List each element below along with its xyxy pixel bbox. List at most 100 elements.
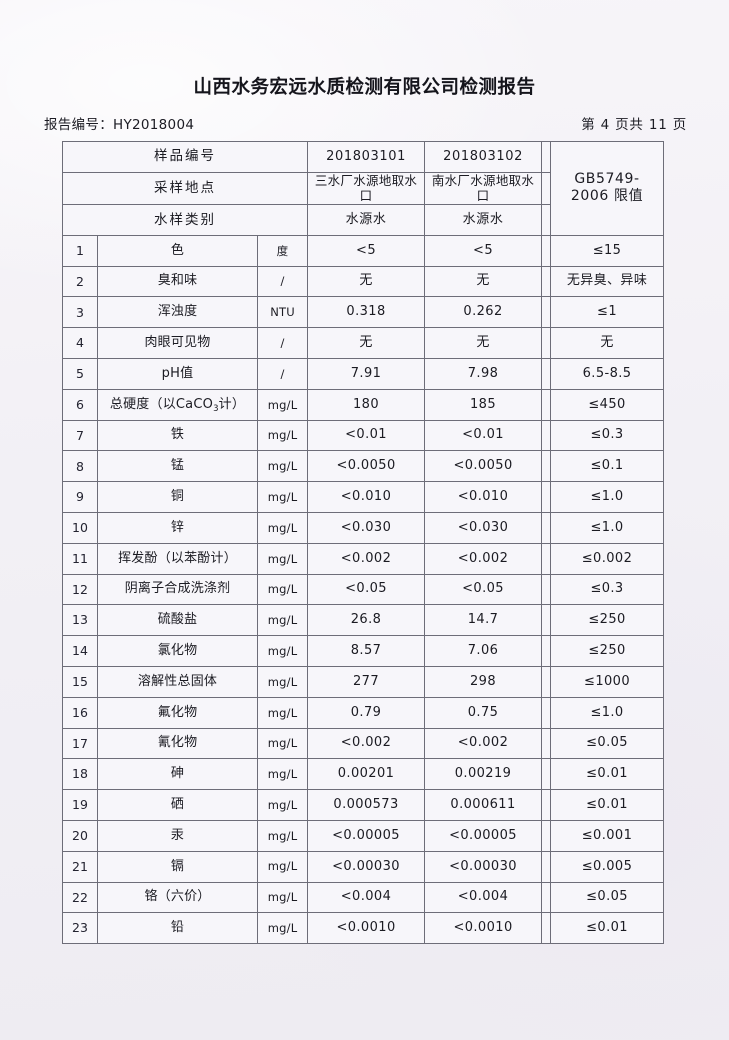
- row-sample2-value: <0.05: [424, 573, 543, 606]
- row-unit: 度: [256, 234, 309, 267]
- row-item-name: 锌: [97, 512, 258, 544]
- row-sample1-value: 0.318: [307, 296, 426, 329]
- row-unit: NTU: [256, 296, 309, 329]
- row-unit: mg/L: [256, 850, 309, 883]
- row-unit: mg/L: [256, 481, 309, 514]
- row-sample1-value: 0.79: [307, 696, 426, 729]
- row-sample1-value: <0.0010: [307, 912, 426, 945]
- row-index: 6: [62, 388, 98, 421]
- row-sample2-value: <0.010: [424, 481, 543, 514]
- row-sample1-value: <0.010: [307, 481, 426, 514]
- scan-gap: [541, 819, 552, 852]
- row-limit-value: ≤15: [550, 234, 665, 267]
- row-limit-value: ≤0.01: [550, 912, 665, 945]
- table-row: 3 浑浊度 NTU 0.318 0.262 ≤1: [62, 296, 665, 329]
- scan-gap: [541, 327, 552, 360]
- water-type-label: 水样类别: [61, 204, 309, 236]
- row-sample2-value: 298: [424, 666, 543, 698]
- row-sample2-value: <5: [424, 234, 543, 267]
- row-index: 21: [62, 850, 98, 883]
- standard-line-2: 2006 限值: [570, 188, 644, 205]
- row-sample2-value: 0.262: [424, 296, 543, 329]
- row-sample1-value: 180: [307, 388, 426, 421]
- row-limit-value: ≤1000: [550, 666, 665, 698]
- row-sample1-value: <0.00030: [307, 850, 426, 883]
- table-row: 17 氰化物 mg/L <0.002 <0.002 ≤0.05: [62, 727, 665, 760]
- row-item-name: 溶解性总固体: [97, 666, 258, 698]
- row-index: 7: [62, 419, 98, 452]
- row-sample2-value: <0.0050: [424, 450, 543, 483]
- row-limit-value: ≤0.1: [550, 450, 665, 483]
- row-index: 8: [62, 450, 98, 483]
- row-index: 14: [62, 635, 98, 667]
- table-row: 13 硫酸盐 mg/L 26.8 14.7 ≤250: [62, 604, 665, 637]
- row-limit-value: ≤250: [550, 635, 665, 667]
- scan-gap: [541, 450, 552, 483]
- row-sample1-value: <0.030: [307, 512, 426, 544]
- table-row: 8 锰 mg/L <0.0050 <0.0050 ≤0.1: [62, 450, 665, 483]
- row-limit-value: ≤0.005: [550, 850, 665, 883]
- row-limit-value: ≤1.0: [550, 696, 665, 729]
- row-sample2-value: <0.030: [424, 512, 543, 544]
- scan-gap: [541, 234, 552, 267]
- scan-gap: [541, 358, 552, 390]
- page-indicator: 第 4 页共 11 页: [581, 117, 687, 133]
- row-index: 17: [62, 727, 98, 760]
- scan-gap: [541, 881, 552, 914]
- row-unit: mg/L: [256, 758, 309, 791]
- row-limit-value: ≤0.01: [550, 789, 665, 821]
- table-row: 12 阴离子合成洗涤剂 mg/L <0.05 <0.05 ≤0.3: [62, 573, 665, 606]
- sample1-water-type: 水源水: [307, 204, 426, 236]
- table-row: 23 铅 mg/L <0.0010 <0.0010 ≤0.01: [62, 912, 665, 945]
- row-index: 9: [62, 481, 98, 514]
- row-item-name: 砷: [97, 758, 258, 791]
- scan-gap: [541, 542, 552, 575]
- row-sample2-value: <0.00005: [424, 819, 543, 852]
- row-limit-value: ≤1: [550, 296, 665, 329]
- row-limit-value: 无: [550, 327, 665, 360]
- row-sample1-value: 无: [307, 327, 426, 360]
- row-sample1-value: 0.000573: [307, 789, 426, 821]
- row-limit-value: 6.5-8.5: [550, 358, 665, 390]
- row-unit: mg/L: [256, 912, 309, 945]
- row-unit: mg/L: [256, 696, 309, 729]
- scan-gap: [541, 265, 552, 298]
- row-unit: mg/L: [256, 419, 309, 452]
- scan-gap: [541, 171, 552, 206]
- table-row: 2 臭和味 / 无无无异臭、异味: [62, 265, 665, 298]
- row-sample1-value: <0.05: [307, 573, 426, 606]
- row-index: 11: [62, 542, 98, 575]
- table-row: 21 镉 mg/L <0.00030 <0.00030 ≤0.005: [62, 850, 665, 883]
- row-limit-value: ≤0.05: [550, 727, 665, 760]
- scan-gap: [541, 789, 552, 821]
- row-sample2-value: <0.004: [424, 881, 543, 914]
- table-row: 15 溶解性总固体 mg/L 277 298 ≤1000: [62, 666, 665, 698]
- row-unit: mg/L: [256, 512, 309, 544]
- row-item-name: 汞: [97, 819, 258, 852]
- scan-gap: [541, 727, 552, 760]
- row-unit: mg/L: [256, 789, 309, 821]
- row-sample1-value: <0.002: [307, 727, 426, 760]
- sample1-site: 三水厂水源地取水口: [307, 171, 426, 206]
- row-index: 3: [62, 296, 98, 329]
- row-limit-value: ≤1.0: [550, 481, 665, 514]
- scan-gap: [541, 141, 552, 173]
- sampling-site-label: 采样地点: [61, 171, 309, 206]
- row-index: 22: [62, 881, 98, 914]
- report-number: 报告编号：HY2018004: [44, 117, 195, 133]
- row-index: 16: [62, 696, 98, 729]
- row-limit-value: ≤0.3: [550, 573, 665, 606]
- row-unit: mg/L: [256, 450, 309, 483]
- row-index: 10: [62, 512, 98, 544]
- row-limit-value: 无异臭、异味: [550, 265, 665, 298]
- row-limit-value: ≤0.01: [550, 758, 665, 791]
- row-item-name: 氯化物: [97, 635, 258, 667]
- sample-no-label: 样品编号: [61, 141, 309, 173]
- row-sample1-value: 26.8: [307, 604, 426, 637]
- row-limit-value: ≤250: [550, 604, 665, 637]
- row-limit-value: ≤0.3: [550, 419, 665, 452]
- row-sample1-value: 7.91: [307, 358, 426, 390]
- standard-limit-header: GB5749- 2006 限值: [550, 141, 665, 236]
- water-quality-results-table: 样品编号 201803101 201803102 GB5749- 2006 限值…: [61, 141, 665, 945]
- row-sample1-value: <0.00005: [307, 819, 426, 852]
